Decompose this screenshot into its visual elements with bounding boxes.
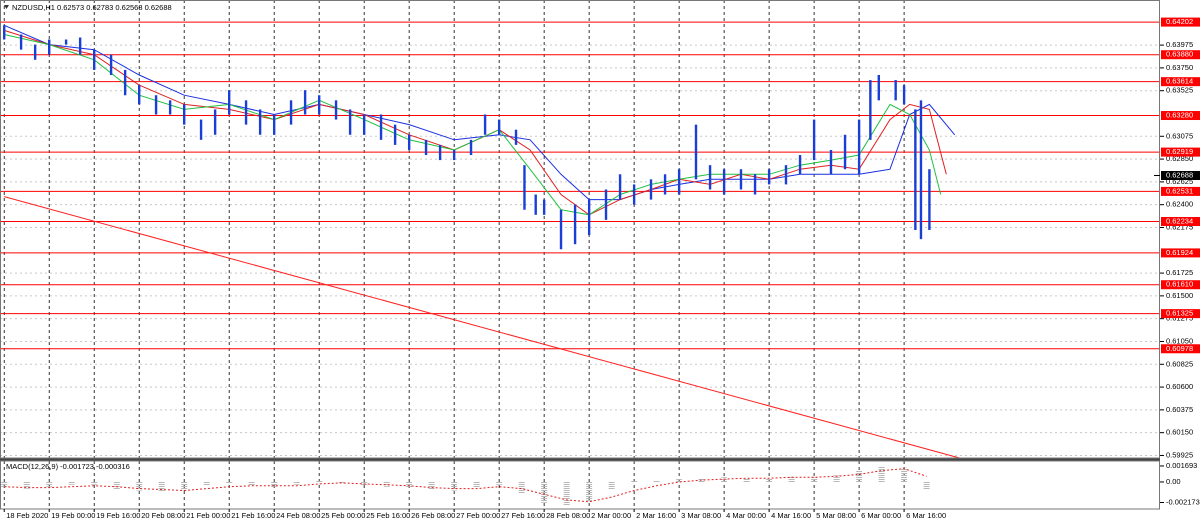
x-tick-label: 27 Feb 00:00 (456, 511, 500, 520)
level-label-box (1161, 50, 1200, 60)
y-tick-label: 0.001693 (1166, 461, 1197, 470)
x-tick-label: 28 Feb 08:00 (546, 511, 590, 520)
x-tick-label: 21 Feb 00:00 (186, 511, 230, 520)
level-label-box (1161, 17, 1200, 27)
level-label: 0.60978 (1166, 344, 1193, 353)
level-label: 0.63614 (1166, 77, 1193, 86)
y-tick-label: 0.60150 (1166, 428, 1193, 437)
x-tick-label: 2 Mar 16:00 (636, 511, 676, 520)
x-tick-label: 18 Feb 2020 (6, 511, 48, 520)
x-tick-label: 2 Mar 00:00 (591, 511, 631, 520)
macd-frame (0, 460, 1160, 510)
level-label: 0.62919 (1166, 147, 1193, 156)
level-label: 0.62531 (1166, 186, 1193, 195)
last-price-box (1161, 170, 1200, 180)
x-tick-label: 4 Mar 00:00 (726, 511, 766, 520)
y-tick-label: 0.60375 (1166, 405, 1193, 414)
y-tick-label: 0.60825 (1166, 359, 1193, 368)
plot-layer (0, 0, 1160, 509)
symbol-icon (4, 5, 9, 9)
y-tick-label: 0.61275 (1166, 314, 1193, 323)
trend-line (4, 196, 964, 460)
y-tick-label: 0.62175 (1166, 222, 1193, 231)
x-tick-label: 27 Feb 16:00 (501, 511, 545, 520)
signal-line (4, 468, 927, 503)
level-label: 0.63880 (1166, 50, 1193, 59)
y-tick-label: 0.63525 (1166, 86, 1193, 95)
x-tick-label: 21 Feb 16:00 (231, 511, 275, 520)
y-tick-label: 0.62400 (1166, 200, 1193, 209)
y-tick-label: 0.61725 (1166, 268, 1193, 277)
macd-title: MACD(12,26,9) -0.001723 -0.000316 (6, 462, 130, 471)
x-tick-label: 3 Mar 08:00 (681, 511, 721, 520)
x-tick-label: 24 Feb 08:00 (276, 511, 320, 520)
level-label-box (1161, 344, 1200, 354)
last-price-label: 0.62688 (1166, 170, 1193, 179)
chart-title: NZDUSD,H1 0.62573 0.62783 0.62568 0.6268… (12, 3, 172, 12)
moving-average (4, 24, 956, 201)
level-label: 0.63280 (1166, 110, 1193, 119)
level-label-box (1161, 77, 1200, 87)
level-label-box (1161, 309, 1200, 319)
x-tick-label: 4 Mar 16:00 (771, 511, 811, 520)
y-tick-label: 0.61500 (1166, 291, 1193, 300)
y-tick-label: 0.62850 (1166, 154, 1193, 163)
y-tick-label: 0.63975 (1166, 40, 1193, 49)
level-label: 0.62234 (1166, 216, 1193, 225)
level-label-box (1161, 280, 1200, 290)
x-tick-label: 19 Feb 00:00 (51, 511, 95, 520)
level-label-box (1161, 248, 1200, 258)
x-tick-label: 25 Feb 00:00 (321, 511, 365, 520)
x-tick-label: 5 Mar 08:00 (816, 511, 856, 520)
y-tick-label: 0.61050 (1166, 336, 1193, 345)
y-tick-label: 0.63750 (1166, 63, 1193, 72)
y-tick-label: 0.62625 (1166, 177, 1193, 186)
level-label-box (1161, 186, 1200, 196)
level-label: 0.61924 (1166, 248, 1193, 257)
x-tick-label: 20 Feb 08:00 (141, 511, 185, 520)
x-tick-label: 19 Feb 16:00 (96, 511, 140, 520)
main-frame (0, 0, 1160, 459)
y-tick-label: 0.59925 (1166, 450, 1193, 459)
level-label: 0.61610 (1166, 280, 1193, 289)
y-tick-label: 0.00 (1166, 477, 1181, 486)
level-label-box (1161, 217, 1200, 227)
x-tick-label: 6 Mar 00:00 (861, 511, 901, 520)
level-label: 0.61325 (1166, 309, 1193, 318)
x-tick-label: 25 Feb 16:00 (366, 511, 410, 520)
y-tick-label: -0.002173 (1166, 497, 1200, 506)
x-tick-label: 26 Feb 08:00 (411, 511, 455, 520)
y-tick-label: 0.63075 (1166, 131, 1193, 140)
level-label-box (1161, 111, 1200, 121)
level-label: 0.64202 (1166, 17, 1193, 26)
y-tick-label: 0.60600 (1166, 382, 1193, 391)
x-tick-label: 6 Mar 16:00 (906, 511, 946, 520)
level-label-box (1161, 147, 1200, 157)
